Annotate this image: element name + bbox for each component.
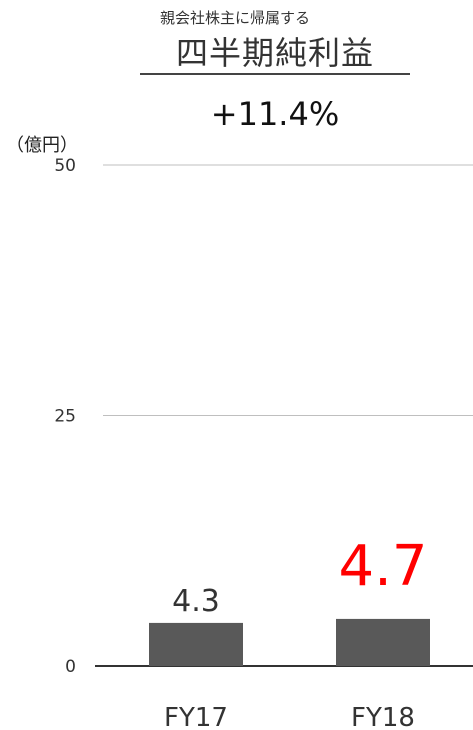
y-tick-label: 25: [54, 407, 76, 427]
chart-subtitle: 親会社株主に帰属する: [160, 9, 311, 27]
growth-rate: +11.4%: [210, 95, 340, 133]
x-category-label: FY17: [164, 703, 228, 730]
x-category-label: FY18: [351, 703, 415, 730]
y-tick-label: 50: [54, 156, 76, 176]
bar-fy17: [149, 622, 243, 666]
data-label-fy17: 4.3: [172, 584, 220, 619]
y-tick-label: 0: [65, 657, 76, 677]
chart-title: 四半期純利益: [175, 34, 374, 72]
y-axis-unit-label: （億円）: [6, 135, 78, 156]
bar-fy18: [336, 618, 430, 666]
data-label-fy18: 4.7: [338, 534, 427, 599]
title-underline: [140, 73, 410, 75]
